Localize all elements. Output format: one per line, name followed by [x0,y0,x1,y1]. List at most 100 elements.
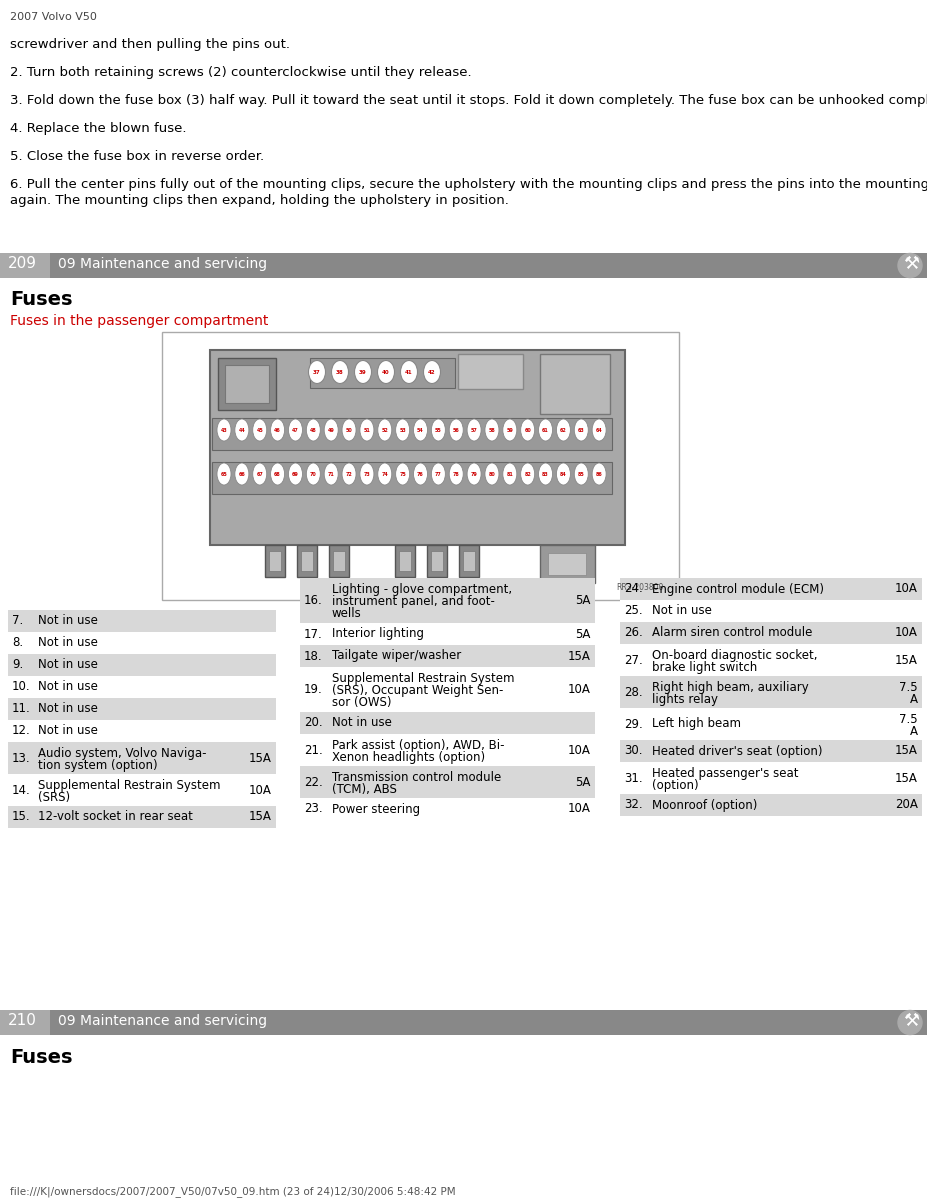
Ellipse shape [253,419,267,440]
Bar [269,551,281,571]
Circle shape [898,253,922,277]
Text: Lighting - glove compartment,: Lighting - glove compartment, [332,583,512,596]
Text: 25.: 25. [624,605,642,618]
Text: Not in use: Not in use [38,614,98,628]
Text: Park assist (option), AWD, Bi-: Park assist (option), AWD, Bi- [332,739,504,752]
Text: 20A: 20A [895,798,918,811]
Ellipse shape [271,463,285,485]
Text: (SRS), Occupant Weight Sen-: (SRS), Occupant Weight Sen- [332,684,503,697]
Ellipse shape [521,463,535,485]
Ellipse shape [413,463,427,485]
Text: 10A: 10A [568,683,591,696]
Ellipse shape [253,463,267,485]
Bar [310,358,455,388]
Bar [395,545,415,577]
Text: Not in use: Not in use [38,659,98,672]
Bar [463,551,475,571]
Ellipse shape [332,360,349,384]
Text: Alarm siren control module: Alarm siren control module [652,626,812,640]
Text: 10A: 10A [568,744,591,756]
Bar [8,632,276,654]
Ellipse shape [217,419,231,440]
Text: 32.: 32. [624,798,642,811]
Text: 14.: 14. [12,784,31,797]
Text: Not in use: Not in use [38,702,98,715]
Text: 10A: 10A [249,784,272,797]
Text: 11.: 11. [12,702,31,715]
Text: 10A: 10A [568,803,591,816]
Text: 23.: 23. [304,803,323,816]
Bar [0,1010,50,1034]
Text: 26.: 26. [624,626,642,640]
Text: 12.: 12. [12,725,31,738]
Text: Engine control module (ECM): Engine control module (ECM) [652,582,824,595]
Bar [620,600,922,622]
Text: Not in use: Not in use [332,716,392,730]
Bar [620,676,922,708]
Ellipse shape [539,419,552,440]
Bar [620,622,922,644]
Bar [0,253,927,278]
Text: 210: 210 [8,1013,37,1028]
Bar [210,350,625,545]
Text: 70: 70 [310,472,317,476]
Text: 209: 209 [8,256,37,271]
Text: 79: 79 [471,472,477,476]
Text: 39: 39 [359,370,367,374]
Ellipse shape [396,463,410,485]
Bar [8,610,276,632]
Bar [458,354,523,389]
Text: 13.: 13. [12,751,31,764]
Text: 68: 68 [274,472,281,476]
Text: Not in use: Not in use [38,680,98,694]
Text: Not in use: Not in use [652,605,712,618]
Text: 5. Close the fuse box in reverse order.: 5. Close the fuse box in reverse order. [10,150,264,163]
Bar [212,462,612,494]
Bar [620,708,922,740]
Text: 18.: 18. [304,649,323,662]
Text: A: A [910,725,918,738]
Text: 57: 57 [471,427,477,432]
Ellipse shape [288,463,302,485]
Ellipse shape [502,419,517,440]
Text: 28.: 28. [624,685,642,698]
Bar [540,354,610,414]
Text: (SRS): (SRS) [38,791,70,804]
Text: 49: 49 [328,427,335,432]
Text: 27.: 27. [624,654,642,666]
Text: wells: wells [332,607,362,620]
Text: 46: 46 [274,427,281,432]
Text: 82: 82 [525,472,531,476]
Ellipse shape [467,419,481,440]
Text: brake light switch: brake light switch [652,661,757,674]
Text: 31.: 31. [624,772,642,785]
Text: 59: 59 [506,427,514,432]
Bar [8,806,276,828]
Bar [0,253,50,278]
Ellipse shape [431,419,445,440]
Text: 67: 67 [257,472,263,476]
Text: On-board diagnostic socket,: On-board diagnostic socket, [652,649,818,662]
Ellipse shape [396,419,410,440]
Text: 42: 42 [428,370,436,374]
Text: 51: 51 [363,427,370,432]
Ellipse shape [556,463,570,485]
Ellipse shape [217,463,231,485]
Text: 16.: 16. [304,594,323,607]
Text: 20.: 20. [304,716,323,730]
Ellipse shape [235,419,248,440]
Text: 10A: 10A [895,582,918,595]
Text: screwdriver and then pulling the pins out.: screwdriver and then pulling the pins ou… [10,38,290,50]
Text: 76: 76 [417,472,424,476]
Text: 50: 50 [346,427,352,432]
Ellipse shape [539,463,552,485]
Bar [218,358,276,410]
Bar [8,676,276,698]
Text: 15A: 15A [895,744,918,757]
Ellipse shape [556,419,570,440]
Text: Heated driver's seat (option): Heated driver's seat (option) [652,744,822,757]
Ellipse shape [324,419,338,440]
Text: 5A: 5A [576,594,591,607]
Ellipse shape [431,463,445,485]
Text: 64: 64 [596,427,603,432]
